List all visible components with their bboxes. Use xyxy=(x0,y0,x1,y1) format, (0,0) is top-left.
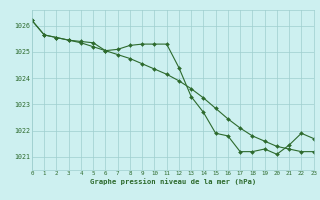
X-axis label: Graphe pression niveau de la mer (hPa): Graphe pression niveau de la mer (hPa) xyxy=(90,178,256,185)
